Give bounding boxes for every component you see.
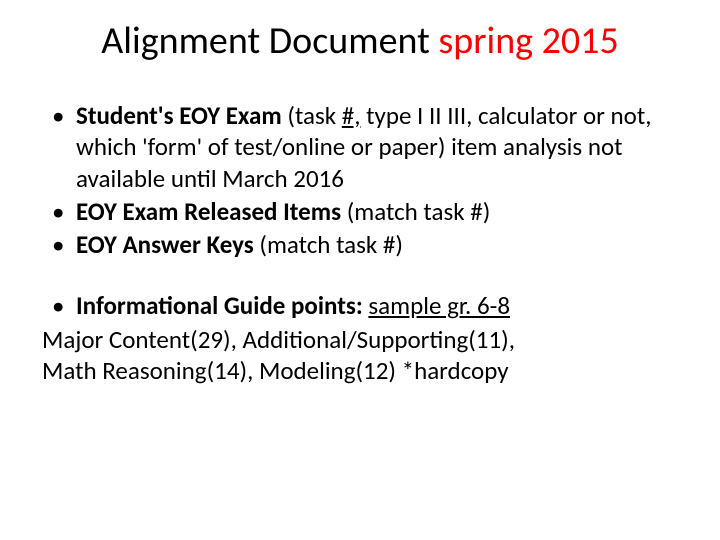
title-black: Alignment Document	[101, 18, 438, 64]
bullet-text: (task	[287, 100, 341, 131]
slide: Alignment Document spring 2015 Student's…	[0, 0, 720, 540]
bullet-text: (match task #)	[347, 196, 491, 227]
plain-line: Major Content(29), Additional/Supporting…	[42, 324, 678, 355]
bullet-list-bottom: Informational Guide points: sample gr. 6…	[42, 290, 678, 321]
bullet-underline: #,	[342, 100, 361, 131]
bullet-bold-lead: EOY Answer Keys	[76, 229, 259, 260]
bullet-bold-lead: Informational Guide points:	[76, 290, 368, 321]
bullet-list-top: Student's EOY Exam (task #, type I II II…	[42, 100, 678, 260]
bullet-underline: sample gr. 6-8	[368, 290, 510, 321]
bullet-item: Informational Guide points: sample gr. 6…	[42, 290, 678, 321]
slide-body: Student's EOY Exam (task #, type I II II…	[42, 100, 678, 386]
bullet-bold-lead: Student's EOY Exam	[76, 100, 287, 131]
bullet-item: EOY Answer Keys (match task #)	[42, 229, 678, 260]
bullet-item: EOY Exam Released Items (match task #)	[42, 196, 678, 227]
slide-title: Alignment Document spring 2015	[42, 18, 678, 64]
spacer	[42, 262, 678, 290]
bullet-bold-lead: EOY Exam Released Items	[76, 196, 347, 227]
title-red: spring 2015	[438, 18, 618, 64]
plain-line: Math Reasoning(14), Modeling(12) *hardco…	[42, 355, 678, 386]
bullet-text: (match task #)	[259, 229, 403, 260]
bullet-item: Student's EOY Exam (task #, type I II II…	[42, 100, 678, 194]
